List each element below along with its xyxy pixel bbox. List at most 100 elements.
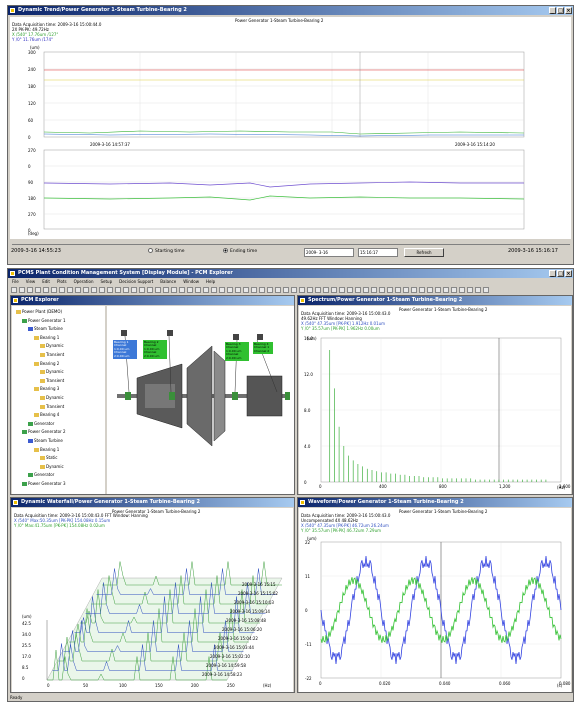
refresh-button[interactable]: Refresh	[404, 248, 444, 257]
toolbar-button[interactable]	[139, 287, 145, 293]
toolbar-button[interactable]	[131, 287, 137, 293]
close-button[interactable]: ×	[565, 270, 572, 277]
toolbar-button[interactable]	[187, 287, 193, 293]
toolbar-button[interactable]	[283, 287, 289, 293]
bearing-4-label[interactable]: Bearing 4 Channel 1 Channel 2	[253, 342, 273, 355]
trend-title-bar[interactable]: Dynamic Trend/Power Generator 1-Steam Tu…	[8, 6, 573, 15]
scroll-slider[interactable]	[12, 241, 570, 245]
tree-node[interactable]: Dynamic	[40, 395, 64, 400]
toolbar-button[interactable]	[267, 287, 273, 293]
toolbar-button[interactable]	[19, 287, 25, 293]
toolbar-button[interactable]	[443, 287, 449, 293]
toolbar-button[interactable]	[419, 287, 425, 293]
menu-file[interactable]: File	[12, 279, 19, 284]
toolbar-button[interactable]	[59, 287, 65, 293]
toolbar-button[interactable]	[363, 287, 369, 293]
toolbar-button[interactable]	[459, 287, 465, 293]
toolbar-button[interactable]	[195, 287, 201, 293]
menu-operation[interactable]: Operation	[73, 279, 94, 284]
toolbar-button[interactable]	[323, 287, 329, 293]
menu-plots[interactable]: Plots	[56, 279, 67, 284]
toolbar-button[interactable]	[123, 287, 129, 293]
toolbar-button[interactable]	[475, 287, 481, 293]
toolbar-button[interactable]	[403, 287, 409, 293]
bearing-1-label[interactable]: Bearing 1 Channel 1:0.00 um Channel 2:0.00…	[113, 340, 137, 360]
tree-node[interactable]: Power Generator 1	[22, 318, 66, 323]
tree-node[interactable]: Bearing 1	[34, 335, 59, 340]
minimize-button[interactable]: _	[549, 7, 556, 14]
toolbar-button[interactable]	[243, 287, 249, 293]
toolbar-button[interactable]	[395, 287, 401, 293]
toolbar-button[interactable]	[387, 287, 393, 293]
maximize-button[interactable]: □	[557, 7, 564, 14]
toolbar-button[interactable]	[75, 287, 81, 293]
toolbar-button[interactable]	[291, 287, 297, 293]
tree-node[interactable]: Transient	[40, 352, 64, 357]
explorer-title-bar[interactable]: PCM Explorer	[11, 296, 294, 305]
tree-node[interactable]: Power Plant (DEMO)	[16, 309, 62, 314]
toolbar-button[interactable]	[371, 287, 377, 293]
time-field[interactable]: 15:16:17	[358, 248, 398, 257]
menu-decision-support[interactable]: Decision Support	[119, 279, 154, 284]
tree-node[interactable]: Bearing 4	[34, 412, 59, 418]
toolbar-button[interactable]	[227, 287, 233, 293]
toolbar-button[interactable]	[107, 287, 113, 293]
toolbar-button[interactable]	[347, 287, 353, 293]
toolbar-button[interactable]	[451, 287, 457, 293]
tree-node[interactable]: Power Generator 3	[22, 481, 66, 486]
toolbar-button[interactable]	[355, 287, 361, 293]
close-button[interactable]: ×	[565, 7, 572, 14]
toolbar-button[interactable]	[147, 287, 153, 293]
pcms-title-bar[interactable]: PCMS Plant Condition Management System […	[8, 269, 573, 278]
bearing-2-label[interactable]: Bearing 2 Channel 1:0.00 um Channel 2:0.00…	[143, 340, 167, 360]
menu-window[interactable]: Window	[183, 279, 199, 284]
minimize-button[interactable]: _	[549, 270, 556, 277]
toolbar-button[interactable]	[235, 287, 241, 293]
tree-node[interactable]: Power Generator 2	[22, 429, 66, 435]
toolbar-button[interactable]	[299, 287, 305, 293]
toolbar-button[interactable]	[203, 287, 209, 293]
tree-node[interactable]: Bearing 3	[34, 386, 59, 392]
maximize-button[interactable]: □	[557, 270, 564, 277]
toolbar-button[interactable]	[115, 287, 121, 293]
menu-setup[interactable]: Setup	[100, 279, 113, 284]
waveform-title-bar[interactable]: Waveform/Power Generator 1-Steam Turbine…	[298, 498, 572, 507]
tree-node[interactable]: Dynamic	[40, 369, 64, 375]
toolbar-button[interactable]	[275, 287, 281, 293]
toolbar-button[interactable]	[435, 287, 441, 293]
toolbar-button[interactable]	[51, 287, 57, 293]
toolbar-button[interactable]	[43, 287, 49, 293]
toolbar-button[interactable]	[179, 287, 185, 293]
toolbar-button[interactable]	[27, 287, 33, 293]
spectrum-title-bar[interactable]: Spectrum/Power Generator 1-Steam Turbine…	[298, 296, 572, 305]
toolbar-button[interactable]	[251, 287, 257, 293]
tree-node[interactable]: Transient	[40, 378, 64, 383]
tree-node[interactable]: Generator	[28, 472, 54, 478]
toolbar-button[interactable]	[99, 287, 105, 293]
waterfall-title-bar[interactable]: Dynamic Waterfall/Power Generator 1-Stea…	[11, 498, 294, 507]
tree-node[interactable]: Transient	[40, 404, 64, 409]
toolbar-button[interactable]	[155, 287, 161, 293]
toolbar-button[interactable]	[339, 287, 345, 293]
tree-node[interactable]: Steam Turbine	[28, 326, 63, 332]
toolbar-button[interactable]	[35, 287, 41, 293]
tree-node[interactable]: Bearing 1	[34, 447, 59, 452]
toolbar-button[interactable]	[91, 287, 97, 293]
toolbar-button[interactable]	[411, 287, 417, 293]
tree-node[interactable]: Bearing 2	[34, 361, 59, 366]
toolbar-button[interactable]	[315, 287, 321, 293]
toolbar-button[interactable]	[427, 287, 433, 293]
toolbar-button[interactable]	[211, 287, 217, 293]
ending-time-radio[interactable]: Ending time	[223, 248, 257, 255]
tree-node[interactable]: Steam Turbine	[28, 438, 63, 443]
menu-balance[interactable]: Balance	[160, 279, 177, 284]
menu-edit[interactable]: Edit	[42, 279, 50, 284]
toolbar-button[interactable]	[307, 287, 313, 293]
tree-node[interactable]: Dynamic	[40, 464, 64, 469]
toolbar-button[interactable]	[467, 287, 473, 293]
toolbar-button[interactable]	[11, 287, 17, 293]
toolbar-button[interactable]	[483, 287, 489, 293]
toolbar-button[interactable]	[259, 287, 265, 293]
tree-node[interactable]: Generator	[28, 421, 54, 426]
starting-time-radio[interactable]: Starting time	[148, 248, 185, 255]
